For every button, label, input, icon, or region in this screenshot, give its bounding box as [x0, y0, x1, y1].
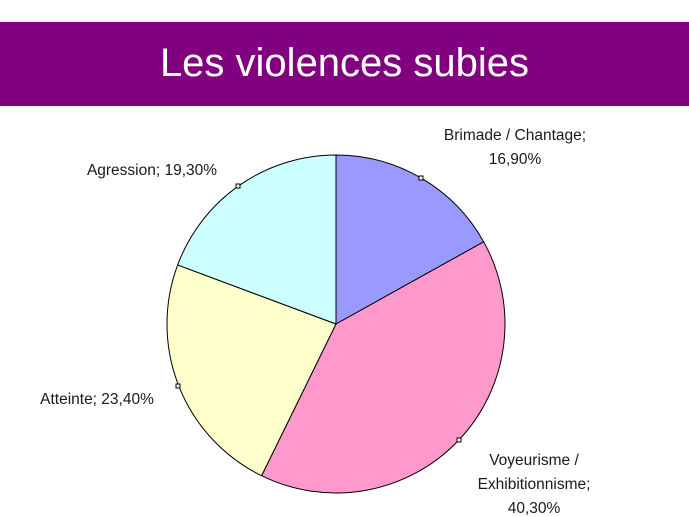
slice-label-line: 16,90%	[489, 151, 542, 168]
pie-slices	[166, 154, 506, 494]
label-marker	[235, 183, 241, 189]
slice-label: Atteinte; 23,40%	[40, 391, 154, 408]
label-markers	[175, 175, 462, 443]
title-bar	[0, 22, 689, 106]
label-marker	[456, 437, 462, 443]
slice-label: Brimade / Chantage; 16,90%	[444, 127, 586, 168]
slice-label-line: 40,30%	[508, 500, 561, 517]
slice-label: Voyeurisme / Exhibitionnisme; 40,30%	[478, 452, 591, 517]
label-marker	[175, 383, 181, 389]
slice-label: Agression; 19,30%	[87, 162, 217, 179]
label-marker	[418, 175, 424, 181]
slice-label-line: Exhibitionnisme;	[478, 476, 591, 493]
slice-label-line: Agression; 19,30%	[87, 162, 217, 179]
slice-label-line: Voyeurisme /	[489, 452, 579, 469]
slice-label-line: Brimade / Chantage;	[444, 127, 586, 144]
slice-label-line: Atteinte; 23,40%	[40, 391, 154, 408]
slide-title: Les violences subies	[159, 41, 530, 85]
slice-labels: Brimade / Chantage; 16,90% Voyeurisme / Exh…	[40, 127, 590, 517]
